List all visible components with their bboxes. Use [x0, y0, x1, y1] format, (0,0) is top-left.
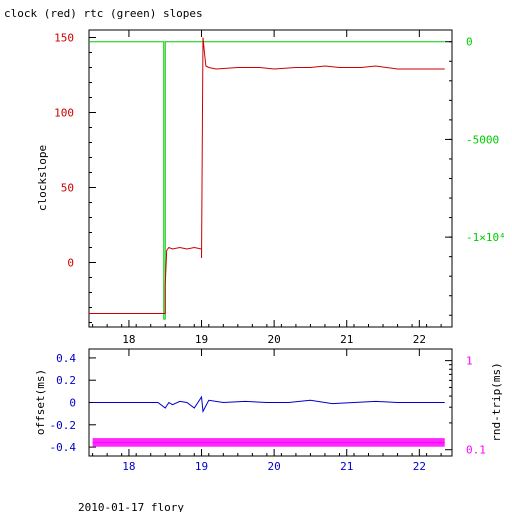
bottom-x-tick-label: 21 [340, 460, 353, 473]
bottom-x-tick-label: 19 [195, 460, 208, 473]
chart-title: clock (red) rtc (green) slopes [4, 7, 203, 20]
bottom-y-tick-label: -0.4 [50, 441, 77, 454]
offset-panel: offset(ms) rnd-trip(ms) 18 19 20 21 22 0.4 0.2… [34, 348, 503, 473]
top-y2-tick-label: 0 [466, 36, 473, 49]
bottom-y-tick-label: 0.2 [56, 374, 76, 387]
bottom-y-tick-label: 0 [69, 397, 76, 410]
clockslope-panel: clockslope 18 19 20 21 22 0 50 100 150 0 -5000 -1×1… [36, 29, 506, 346]
top-x-tick-label: 20 [268, 333, 281, 346]
top-y2-tick-label: -5000 [466, 133, 499, 146]
top-y-tick-label: 100 [54, 107, 74, 120]
bottom-y2-tick-label: 0.1 [466, 444, 486, 457]
top-plot-frame [88, 29, 453, 328]
bottom-y2-tick-label: 1 [466, 355, 473, 368]
top-x-tick-label: 22 [413, 333, 426, 346]
bottom-x-tick-label: 20 [268, 460, 281, 473]
offset-series-line [92, 395, 445, 414]
bottom-x-tick-label: 22 [413, 460, 426, 473]
footer-label: 2010-01-17 flory [78, 501, 184, 512]
top-y-tick-label: 150 [54, 32, 74, 45]
top-ylabel: clockslope [36, 145, 49, 211]
rtc-series-line [89, 41, 445, 320]
bottom-x-tick-label: 18 [122, 460, 135, 473]
bottom-y-tick-label: -0.2 [50, 419, 77, 432]
top-y-tick-label: 50 [61, 182, 74, 195]
top-y-tick-label: 0 [67, 257, 74, 270]
clock-series-line [89, 37, 445, 314]
bottom-ylabel: offset(ms) [34, 369, 47, 435]
top-x-tick-label: 18 [122, 333, 135, 346]
top-x-tick-label: 21 [340, 333, 353, 346]
bottom-y-tick-label: 0.4 [56, 352, 76, 365]
top-x-tick-label: 19 [195, 333, 208, 346]
bottom-y2label: rnd-trip(ms) [490, 362, 503, 441]
top-y2-tick-label: -1×10⁴ [466, 231, 506, 244]
